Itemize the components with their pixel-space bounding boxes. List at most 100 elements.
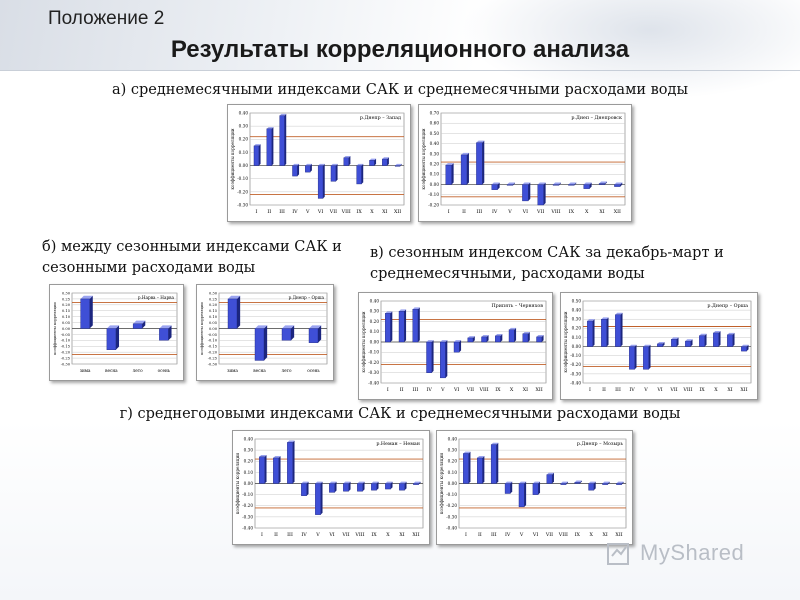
bar-side [376, 481, 379, 491]
bar-side [500, 334, 503, 342]
bar-side [620, 312, 623, 347]
y-axis-label: коэффициенты корреляции [421, 128, 426, 189]
bar [254, 328, 265, 361]
y-tick-label: 0.20 [62, 303, 71, 307]
bar-side [390, 481, 393, 490]
y-tick-label: 0.40 [430, 141, 440, 146]
x-tick-label: III [287, 532, 293, 538]
bar [343, 157, 349, 166]
y-tick-label: -0.20 [242, 503, 253, 508]
bar-side [482, 456, 485, 484]
bar-top [301, 481, 309, 484]
bar-top [477, 456, 485, 458]
bar [382, 158, 388, 166]
plot-area [249, 112, 405, 206]
bar-side [607, 481, 610, 485]
bar-side [566, 481, 568, 485]
y-tick-label: 0.05 [209, 321, 218, 325]
bar-top [356, 163, 364, 166]
bar-side [264, 325, 268, 361]
bar-top [343, 155, 351, 158]
bar [588, 483, 595, 491]
x-tick-label: X [510, 387, 514, 393]
bar-side [604, 181, 607, 185]
chart-c2: 0.50 0.40 0.30 0.20 0.10 0.00 -0.10 -0.20 -0.30 -… [560, 292, 758, 400]
bar [399, 483, 405, 491]
x-tick-label: IV [301, 532, 307, 538]
bar-side [404, 481, 407, 491]
x-tick-label: VIII [341, 209, 351, 215]
plot-area [582, 300, 752, 384]
bar [574, 482, 581, 484]
bar [301, 483, 307, 496]
y-tick-label: 0.00 [239, 163, 249, 168]
bar-top [273, 456, 281, 458]
bar [308, 328, 319, 343]
bar-top [440, 340, 448, 342]
bar [477, 457, 483, 484]
bar-top [309, 325, 322, 329]
x-tick-label: VI [656, 387, 662, 393]
bar-side [445, 340, 448, 378]
bar-side [574, 182, 577, 186]
bar [315, 483, 321, 515]
bar-side [418, 481, 421, 485]
bar-side [592, 319, 595, 347]
bar-top [616, 481, 624, 484]
chart-a1: 0.40 0.30 0.20 0.10 0.00 -0.10 -0.20 -0.30 коэфф… [227, 104, 411, 222]
x-tick-label: осень [307, 368, 320, 373]
y-tick-label: -0.40 [242, 525, 253, 530]
y-tick-label: 0.25 [62, 297, 71, 301]
bar [279, 115, 285, 166]
bar-top [568, 182, 577, 185]
bar-top [413, 481, 421, 484]
y-tick-label: -0.20 [446, 503, 457, 508]
bar-top [602, 481, 610, 484]
y-tick-label: 0.10 [448, 470, 458, 475]
caption-d: г) среднегодовыми индексами САК и средне… [119, 406, 681, 422]
y-tick-label: 0.50 [572, 298, 582, 303]
y-tick-label: 0.40 [448, 436, 458, 441]
bar-top [357, 481, 365, 484]
y-tick-label: 0.30 [239, 124, 249, 129]
x-tick-label: VIII [682, 387, 692, 393]
y-tick-label: -0.10 [242, 492, 253, 497]
bar-top [259, 454, 267, 457]
x-tick-label: VI [522, 209, 528, 215]
bar-top [509, 327, 517, 330]
x-tick-label: VIII [558, 532, 568, 538]
bar-side [374, 158, 377, 166]
x-tick-label: I [261, 532, 263, 538]
x-tick-label: VII [536, 209, 544, 215]
bar-side [718, 331, 721, 347]
x-tick-label: I [589, 387, 591, 393]
y-tick-label: 0.30 [370, 309, 380, 314]
bar [601, 319, 607, 347]
bar-top [491, 442, 499, 445]
y-tick-label: -0.20 [237, 189, 248, 194]
bar [741, 346, 747, 352]
y-tick-label: 0.30 [244, 448, 254, 453]
bar [546, 474, 553, 484]
bar-side [512, 182, 515, 186]
bar-top [330, 163, 338, 166]
bar [394, 165, 401, 167]
x-tick-label: XII [394, 209, 401, 215]
y-tick-label: 0.40 [572, 308, 582, 313]
y-tick-label: -0.15 [61, 345, 71, 349]
chart-d1: 0.40 0.30 0.20 0.10 0.00 -0.10 -0.20 -0.30 -0.40… [232, 430, 430, 545]
bar-top [599, 181, 607, 184]
x-tick-label: VII [341, 532, 349, 538]
bar [412, 309, 419, 343]
y-tick-label: 0.20 [209, 303, 218, 307]
y-tick-label: 0.00 [62, 327, 71, 331]
bar [506, 184, 514, 186]
bar [357, 483, 363, 492]
chart-d2: 0.40 0.30 0.20 0.10 0.00 -0.10 -0.20 -0.30 -0.40… [436, 430, 633, 545]
bar [476, 142, 483, 185]
bar-top [522, 331, 530, 334]
y-tick-label: 0.50 [430, 131, 440, 136]
y-tick-label: -0.10 [570, 353, 581, 358]
bar-side [323, 163, 325, 199]
y-tick-label: -0.20 [61, 351, 71, 355]
